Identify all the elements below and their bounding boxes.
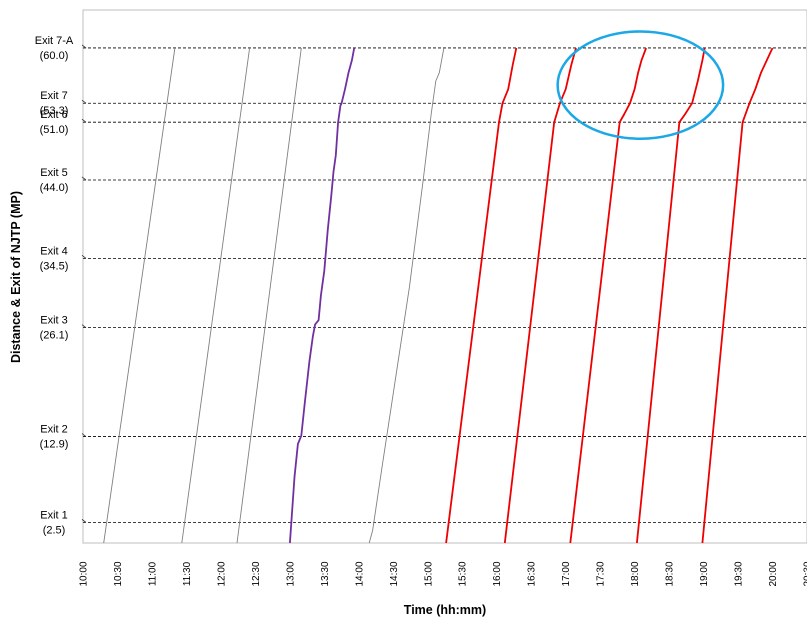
exit-name-label: Exit 2 (40, 424, 68, 436)
x-tick-label: 11:00 (148, 561, 159, 586)
vehicle-trajectory-line (445, 47, 518, 544)
exit-mp-label: (2.5) (43, 524, 66, 536)
x-axis-title: Time (hh:mm) (404, 603, 486, 617)
exit-tick-mark (81, 324, 87, 328)
exit-mp-label: (12.9) (40, 439, 69, 451)
x-tick-label: 11:30 (182, 561, 193, 586)
highlight-annotation (556, 30, 725, 140)
x-tick-label: 15:30 (458, 561, 469, 586)
exit-tick-mark (81, 255, 87, 259)
x-tick-label: 20:00 (768, 561, 779, 586)
x-tick-label: 14:30 (389, 561, 400, 586)
vehicle-trajectory-line (368, 47, 445, 544)
exit-tick-mark (81, 176, 87, 181)
x-tick-label: 17:30 (596, 561, 607, 586)
exit-mp-label: (44.0) (40, 182, 69, 194)
exit-name-label: Exit 1 (40, 509, 68, 521)
x-tick-label: 20:30 (803, 561, 807, 586)
vehicle-trajectory-line (236, 47, 302, 544)
x-tick-label: 16:00 (492, 561, 503, 586)
x-tick-label: 13:30 (320, 561, 331, 586)
x-tick-label: 12:30 (251, 561, 262, 586)
vehicle-trajectory-line (503, 47, 577, 544)
x-tick-label: 16:30 (527, 561, 538, 586)
x-tick-label: 19:30 (734, 561, 745, 586)
x-axis-tick-labels: 10:00 10:30 11:00 11:30 12:00 12:30 13:00 13:30… (79, 561, 807, 586)
x-tick-label: 13:00 (285, 561, 296, 586)
exit-mp-label: (60.0) (40, 50, 69, 62)
exit-name-label: Exit 7 (40, 90, 68, 102)
vehicle-trajectory-line (701, 47, 774, 544)
highlight-ellipse (556, 30, 725, 140)
x-tick-label: 17:00 (561, 561, 572, 586)
x-tick-label: 14:00 (354, 561, 365, 586)
x-tick-label: 19:00 (699, 561, 710, 586)
plot-area (82, 9, 807, 544)
vehicle-trajectory-line (181, 47, 251, 544)
exit-mp-label: (34.5) (40, 260, 69, 272)
exit-name-label: Exit 3 (40, 315, 68, 327)
x-tick-label: 12:00 (216, 561, 227, 586)
exit-tick-mark (81, 99, 87, 104)
x-tick-label: 18:00 (630, 561, 641, 586)
exit-tick-mark (81, 433, 87, 437)
exit-name-label: Exit 6 (40, 109, 68, 121)
x-tick-label: 10:30 (113, 561, 124, 586)
exit-labels: Exit 1 (2.5) Exit 2 (12.9) Exit 3 (26.1) Exit … (35, 35, 74, 536)
exit-mp-label: (51.0) (40, 124, 69, 136)
exit-name-label: Exit 5 (40, 167, 68, 179)
vehicle-trajectory-line (636, 47, 706, 544)
vehicle-trajectory-line (289, 47, 356, 544)
exit-tick-mark (81, 44, 87, 49)
x-tick-label: 10:00 (79, 561, 90, 586)
trajectory-series (103, 47, 774, 544)
exit-tick-mark (81, 118, 87, 123)
exit-name-label: Exit 7-A (35, 35, 74, 47)
y-axis-title: Distance & Exit of NJTP (MP) (9, 191, 23, 363)
x-tick-label: 18:30 (665, 561, 676, 586)
exit-mp-label: (53.3) (40, 105, 69, 117)
exit-name-label: Exit 4 (40, 245, 68, 257)
vehicle-trajectory-line (569, 47, 647, 544)
exit-reference-lines (81, 44, 807, 523)
exit-mp-label: (26.1) (40, 330, 69, 342)
x-tick-label: 15:00 (423, 561, 434, 586)
vehicle-trajectory-line (103, 47, 176, 544)
exit-tick-mark (81, 519, 87, 523)
